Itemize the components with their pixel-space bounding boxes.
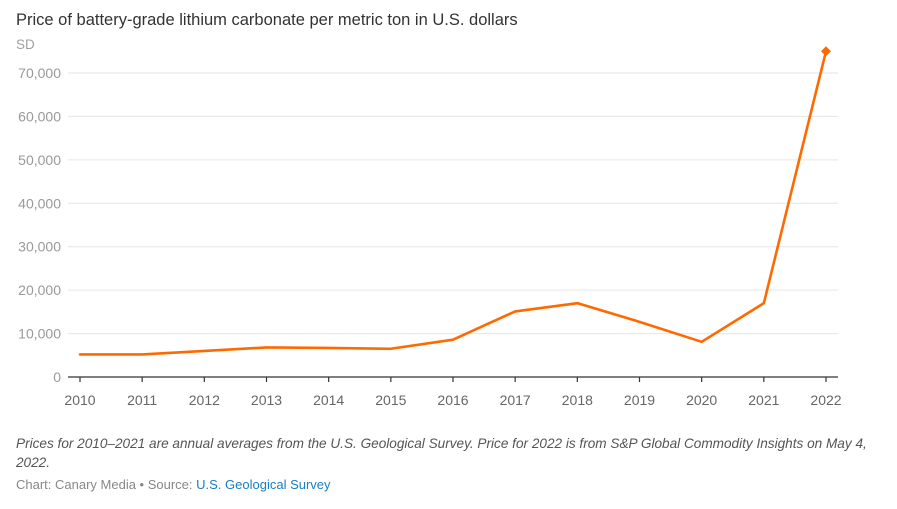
x-tick-label: 2020 bbox=[686, 392, 717, 408]
line-chart: 0 10,000 20,000 30,000 40,000 50,000 60,000 70,… bbox=[18, 46, 842, 408]
data-point-marker bbox=[821, 46, 831, 57]
x-tick-label: 2016 bbox=[437, 392, 468, 408]
series-line bbox=[78, 49, 828, 356]
y-tick-label: 0 bbox=[53, 369, 61, 385]
y-tick-label: 20,000 bbox=[18, 282, 61, 298]
y-axis-unit-label: SD bbox=[16, 37, 35, 52]
x-tick-label: 2010 bbox=[64, 392, 95, 408]
credit-text: Chart: Canary Media • Source: bbox=[16, 477, 197, 492]
y-tick-label: 40,000 bbox=[18, 195, 61, 211]
x-tick-label: 2012 bbox=[189, 392, 220, 408]
chart-credit: Chart: Canary Media • Source: U.S. Geolo… bbox=[16, 477, 331, 492]
x-tick-label: 2013 bbox=[251, 392, 282, 408]
x-tick-label: 2018 bbox=[562, 392, 593, 408]
x-axis: 2010 2011 2012 2013 2014 2015 2016 2017 2018 2019… bbox=[64, 376, 842, 408]
gridlines bbox=[68, 72, 838, 335]
x-tick-label: 2015 bbox=[375, 392, 406, 408]
y-tick-label: 60,000 bbox=[18, 108, 61, 124]
y-tick-label: 30,000 bbox=[18, 239, 61, 255]
y-tick-label: 70,000 bbox=[18, 65, 61, 81]
x-tick-label: 2014 bbox=[313, 392, 344, 408]
y-tick-label: 50,000 bbox=[18, 152, 61, 168]
y-tick-label: 10,000 bbox=[18, 326, 61, 342]
x-tick-label: 2022 bbox=[810, 392, 841, 408]
chart-footnote: Prices for 2010–2021 are annual averages… bbox=[16, 436, 867, 470]
x-tick-label: 2011 bbox=[127, 392, 157, 408]
x-tick-label: 2017 bbox=[500, 392, 531, 408]
source-link[interactable]: U.S. Geological Survey bbox=[196, 477, 331, 492]
x-tick-label: 2019 bbox=[624, 392, 655, 408]
series-line-group bbox=[78, 46, 831, 356]
y-axis-ticks: 0 10,000 20,000 30,000 40,000 50,000 60,000 70,… bbox=[18, 65, 61, 385]
chart-title: Price of battery-grade lithium carbonate… bbox=[16, 11, 518, 29]
x-tick-label: 2021 bbox=[748, 392, 779, 408]
